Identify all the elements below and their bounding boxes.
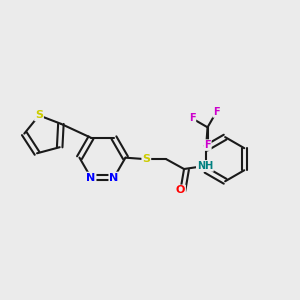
Text: N: N <box>86 172 96 183</box>
Text: F: F <box>189 113 196 123</box>
Text: S: S <box>35 110 43 120</box>
Text: S: S <box>142 154 150 164</box>
Text: NH: NH <box>197 161 213 171</box>
Text: O: O <box>176 185 185 196</box>
Text: N: N <box>109 172 119 183</box>
Text: F: F <box>213 107 220 117</box>
Text: F: F <box>204 140 211 150</box>
Text: H: H <box>201 161 209 171</box>
